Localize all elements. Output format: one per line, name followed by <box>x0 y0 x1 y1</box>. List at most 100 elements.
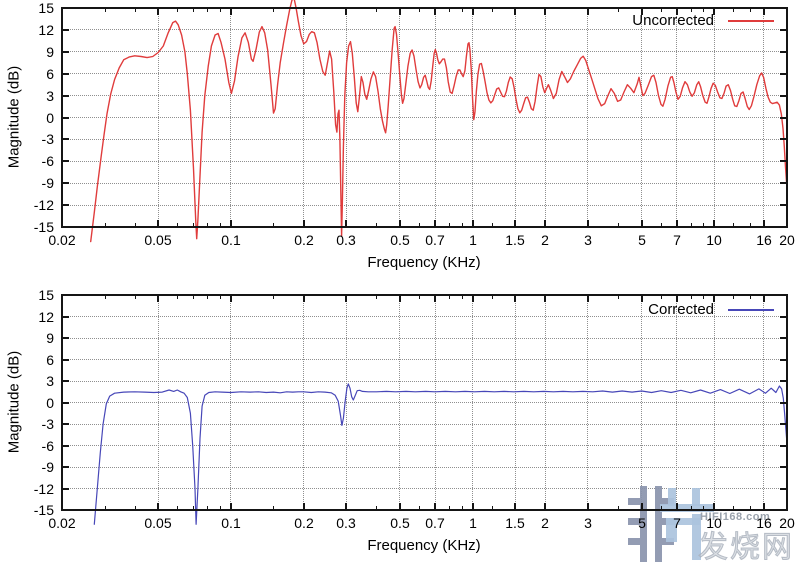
x-minor-tick-mark <box>220 506 221 510</box>
y-tick-mark <box>62 29 69 31</box>
y-tick-mark <box>62 445 69 447</box>
x-minor-tick-mark <box>703 223 704 227</box>
x-tick-mark <box>676 8 678 15</box>
y-tick-label: -15 <box>33 219 54 235</box>
top-plot-legend: Uncorrected <box>560 12 774 29</box>
x-minor-tick-mark <box>462 223 463 227</box>
y-tick-label: -9 <box>41 459 54 475</box>
y-tick-label: 12 <box>38 22 54 38</box>
x-minor-tick-mark <box>419 295 420 299</box>
x-tick-mark <box>514 220 516 227</box>
x-minor-tick-mark <box>220 295 221 299</box>
y-tick-label: 9 <box>46 330 54 346</box>
x-tick-label: 0.02 <box>48 232 76 248</box>
uncorrected-curve <box>89 0 788 243</box>
x-tick-label: 1.5 <box>505 232 525 248</box>
y-tick-label: -9 <box>41 175 54 191</box>
x-tick-mark <box>763 503 765 510</box>
y-tick-label: 0 <box>46 110 54 126</box>
x-tick-mark <box>763 295 765 302</box>
horizontal-gridline <box>62 138 787 140</box>
x-tick-label: 3 <box>584 232 592 248</box>
x-minor-tick-mark <box>492 506 493 510</box>
x-minor-tick-mark <box>492 295 493 299</box>
x-minor-tick-mark <box>419 223 420 227</box>
x-minor-tick-mark <box>135 8 136 12</box>
x-tick-label: 0.5 <box>390 232 410 248</box>
x-minor-tick-mark <box>177 506 178 510</box>
y-tick-label: 3 <box>46 373 54 389</box>
x-tick-mark <box>472 295 474 302</box>
watermark-name-text: 发烧网 <box>698 531 794 565</box>
x-minor-tick-mark <box>193 223 194 227</box>
y-tick-label: 0 <box>46 395 54 411</box>
y-tick-label: 12 <box>38 309 54 325</box>
x-minor-tick-mark <box>177 8 178 12</box>
y-tick-label: -12 <box>33 197 54 213</box>
y-tick-label: 15 <box>38 0 54 16</box>
x-tick-label: 0.3 <box>336 515 356 531</box>
x-minor-tick-mark <box>618 506 619 510</box>
x-tick-mark <box>676 295 678 302</box>
y-tick-mark <box>780 402 787 404</box>
x-tick-mark <box>641 295 643 302</box>
x-minor-tick-mark <box>419 8 420 12</box>
x-minor-tick-mark <box>376 506 377 510</box>
x-tick-mark <box>303 8 305 15</box>
x-tick-mark <box>345 295 347 302</box>
x-minor-tick-mark <box>207 223 208 227</box>
x-tick-mark <box>157 220 159 227</box>
x-tick-mark <box>434 503 436 510</box>
x-tick-label: 10 <box>706 515 722 531</box>
horizontal-gridline <box>62 73 787 75</box>
x-minor-tick-mark <box>462 295 463 299</box>
x-tick-label: 2 <box>541 232 549 248</box>
top-plot-frame <box>61 7 788 228</box>
x-minor-tick-mark <box>376 295 377 299</box>
y-tick-mark <box>780 29 787 31</box>
y-tick-label: -12 <box>33 481 54 497</box>
x-tick-mark <box>230 503 232 510</box>
x-tick-mark <box>587 8 589 15</box>
y-tick-label: 15 <box>38 287 54 303</box>
x-minor-tick-mark <box>661 506 662 510</box>
x-minor-tick-mark <box>419 506 420 510</box>
x-tick-label: 0.1 <box>221 232 241 248</box>
x-tick-mark <box>713 503 715 510</box>
x-tick-mark <box>713 8 715 15</box>
x-minor-tick-mark <box>733 223 734 227</box>
x-minor-tick-mark <box>449 295 450 299</box>
x-minor-tick-mark <box>691 506 692 510</box>
x-minor-tick-mark <box>750 223 751 227</box>
x-tick-mark <box>713 220 715 227</box>
y-tick-label: 9 <box>46 44 54 60</box>
legend-label-uncorrected: Uncorrected <box>632 12 714 29</box>
x-tick-mark <box>514 295 516 302</box>
x-minor-tick-mark <box>193 506 194 510</box>
x-tick-label: 0.5 <box>390 515 410 531</box>
x-minor-tick-mark <box>273 8 274 12</box>
x-tick-label: 5 <box>638 232 646 248</box>
horizontal-gridline <box>62 402 787 403</box>
x-tick-label: 0.1 <box>221 515 241 531</box>
x-minor-tick-mark <box>105 8 106 12</box>
x-minor-tick-mark <box>220 8 221 12</box>
y-tick-mark <box>62 73 69 75</box>
x-tick-label: 0.2 <box>294 232 314 248</box>
x-tick-mark <box>587 220 589 227</box>
y-tick-mark <box>780 73 787 75</box>
y-tick-label: -3 <box>41 416 54 432</box>
y-tick-mark <box>62 337 69 339</box>
y-tick-mark <box>62 117 69 119</box>
watermark-site-text: HIFI168.com <box>700 511 771 523</box>
y-tick-label: -6 <box>41 153 54 169</box>
y-tick-mark <box>780 117 787 119</box>
y-tick-mark <box>62 466 69 468</box>
x-tick-mark <box>230 8 232 15</box>
x-minor-tick-mark <box>135 295 136 299</box>
x-tick-mark <box>399 295 401 302</box>
horizontal-gridline <box>62 423 787 425</box>
x-minor-tick-mark <box>193 8 194 12</box>
